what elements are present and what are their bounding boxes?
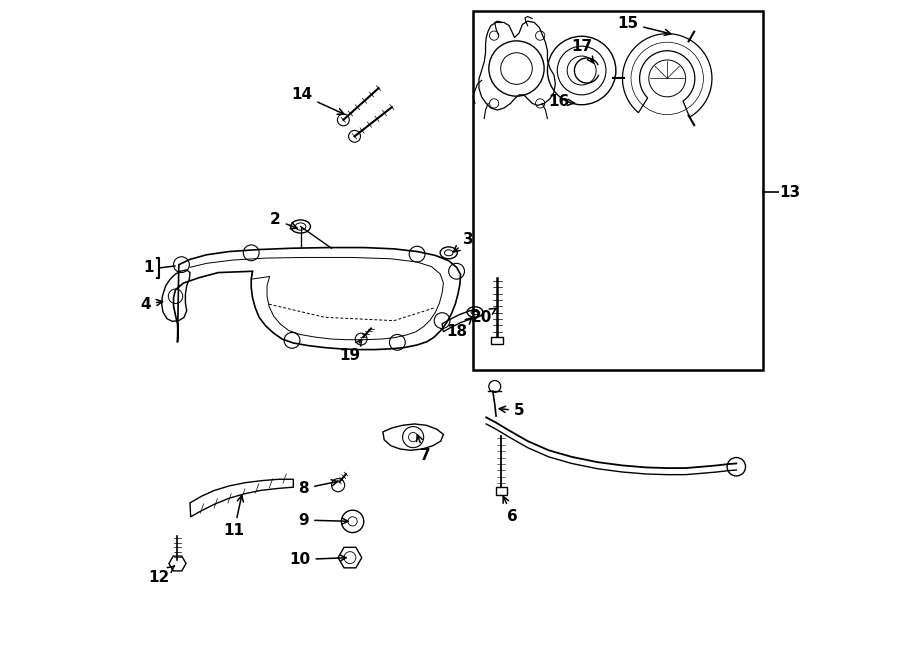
Text: 11: 11 xyxy=(223,496,245,538)
Text: 14: 14 xyxy=(292,87,344,114)
Text: 18: 18 xyxy=(446,318,472,339)
Bar xyxy=(496,487,507,495)
Bar xyxy=(491,337,503,344)
Text: 8: 8 xyxy=(299,480,338,496)
Text: 15: 15 xyxy=(617,16,670,35)
Text: 4: 4 xyxy=(140,297,163,312)
Text: 10: 10 xyxy=(290,552,346,567)
Text: 6: 6 xyxy=(503,496,517,524)
Text: 12: 12 xyxy=(148,566,175,586)
Text: 19: 19 xyxy=(339,339,362,363)
Text: 1: 1 xyxy=(143,260,154,275)
Text: 16: 16 xyxy=(548,94,575,109)
Text: 5: 5 xyxy=(500,403,525,418)
Text: 2: 2 xyxy=(270,212,297,229)
Bar xyxy=(473,11,762,370)
Text: 13: 13 xyxy=(779,185,801,200)
Text: 3: 3 xyxy=(454,232,473,252)
Text: 9: 9 xyxy=(299,512,348,527)
Text: 17: 17 xyxy=(572,38,593,63)
Text: 20: 20 xyxy=(471,308,496,325)
Text: 7: 7 xyxy=(417,435,430,463)
